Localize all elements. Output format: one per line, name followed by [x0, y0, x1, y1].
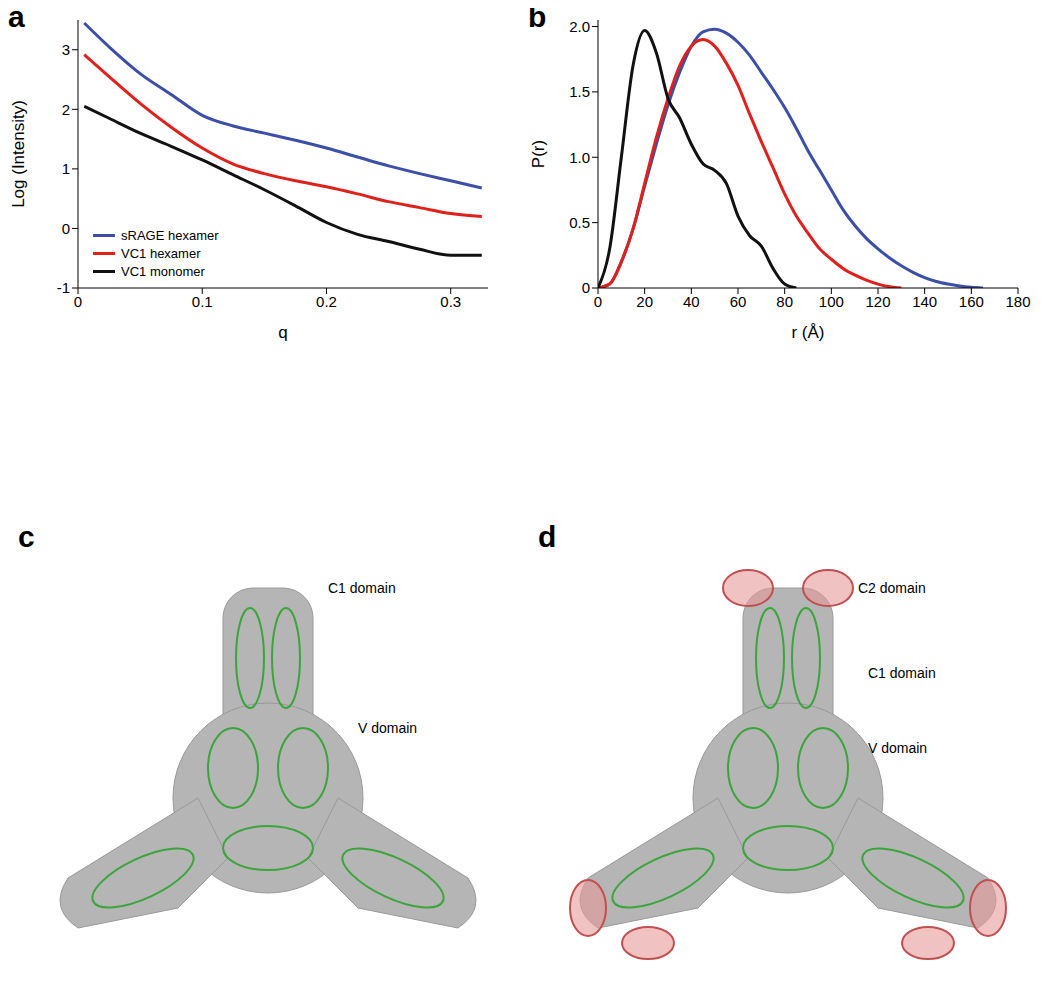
svg-text:120: 120	[865, 293, 890, 310]
svg-text:Log (Intensity): Log (Intensity)	[9, 100, 28, 208]
html-text:a: a	[8, 0, 25, 33]
svg-text:C1 domain: C1 domain	[328, 580, 396, 596]
html-text:VC1 hexamer: VC1 hexamer	[121, 246, 201, 261]
svg-text:0.2: 0.2	[316, 293, 337, 310]
svg-text:P(r): P(r)	[529, 140, 548, 168]
svg-text:V domain: V domain	[358, 720, 417, 736]
svg-text:1: 1	[62, 160, 70, 177]
svg-text:180: 180	[1005, 293, 1030, 310]
svg-text:2: 2	[62, 101, 70, 118]
svg-text:q: q	[278, 323, 287, 342]
svg-text:C1 domain: C1 domain	[868, 665, 936, 681]
svg-text:0.5: 0.5	[569, 214, 590, 231]
svg-text:20: 20	[636, 293, 653, 310]
svg-text:60: 60	[730, 293, 747, 310]
svg-text:140: 140	[912, 293, 937, 310]
html-text:c: c	[18, 520, 35, 553]
svg-text:3: 3	[62, 41, 70, 58]
html-text:sRAGE hexamer: sRAGE hexamer	[121, 228, 219, 243]
svg-text:40: 40	[683, 293, 700, 310]
svg-text:160: 160	[959, 293, 984, 310]
svg-text:2.0: 2.0	[569, 18, 590, 35]
svg-text:0: 0	[582, 279, 590, 296]
svg-text:r (Å): r (Å)	[791, 323, 824, 342]
svg-text:100: 100	[819, 293, 844, 310]
html-text:VC1 monomer: VC1 monomer	[121, 264, 205, 279]
svg-text:0.3: 0.3	[440, 293, 461, 310]
html-text:d: d	[538, 520, 557, 553]
svg-text:0: 0	[74, 293, 82, 310]
svg-text:80: 80	[776, 293, 793, 310]
svg-text:-1: -1	[57, 279, 70, 296]
html-text:b: b	[528, 0, 547, 33]
svg-text:0.1: 0.1	[192, 293, 213, 310]
svg-text:C2 domain: C2 domain	[858, 580, 926, 596]
svg-text:0: 0	[62, 220, 70, 237]
svg-text:V domain: V domain	[868, 740, 927, 756]
svg-text:0: 0	[594, 293, 602, 310]
svg-text:1.0: 1.0	[569, 149, 590, 166]
svg-text:1.5: 1.5	[569, 83, 590, 100]
